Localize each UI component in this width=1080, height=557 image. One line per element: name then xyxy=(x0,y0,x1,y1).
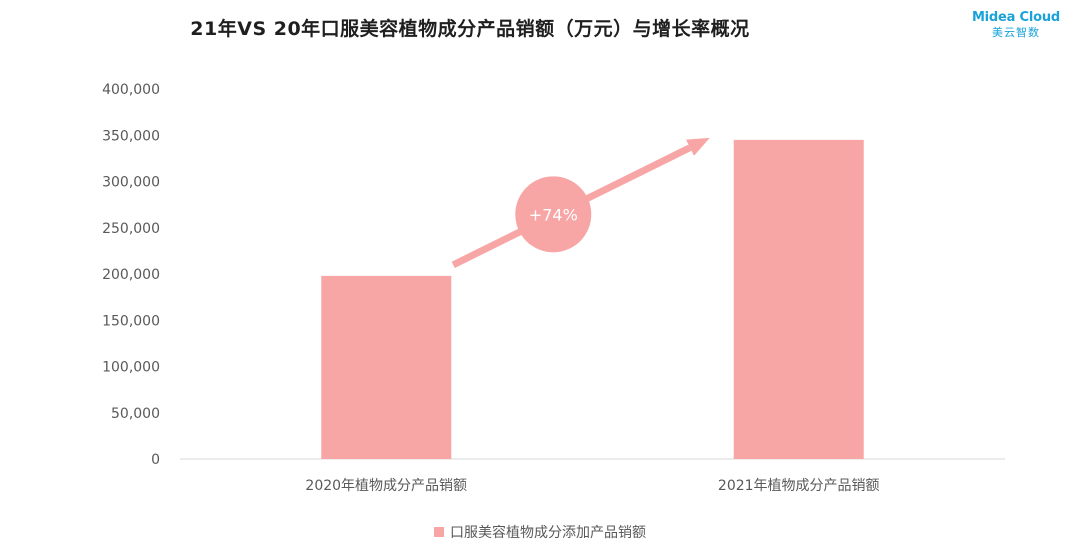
y-tick-label: 250,000 xyxy=(102,221,160,237)
growth-bubble xyxy=(515,176,592,253)
y-tick-label: 300,000 xyxy=(102,175,160,191)
legend-label: 口服美容植物成分添加产品销额 xyxy=(450,525,646,541)
y-tick-label: 400,000 xyxy=(102,82,160,98)
chart-legend: 口服美容植物成分添加产品销额 xyxy=(0,522,1080,542)
x-category-label: 2021年植物成分产品销额 xyxy=(718,478,880,494)
y-tick-label: 200,000 xyxy=(102,267,160,283)
y-tick-label: 350,000 xyxy=(102,128,160,144)
bar-1 xyxy=(321,275,452,459)
x-category-label: 2020年植物成分产品销额 xyxy=(305,478,467,494)
bar-chart: 0 50,000 100,000 150,000 200,000 250,000 300,0… xyxy=(102,82,1005,494)
brand-logo: Midea Cloud 美云智数 xyxy=(970,10,1062,40)
chart-title: 21年VS 20年口服美容植物成分产品销额（万元）与增长率概况 xyxy=(190,18,750,40)
y-tick-label: 0 xyxy=(151,452,160,468)
growth-arrow-head xyxy=(686,137,710,156)
legend-swatch xyxy=(434,527,444,537)
logo-brand-subtext: 美云智数 xyxy=(992,26,1040,39)
bar-2 xyxy=(733,139,864,459)
growth-rate-label: +74% xyxy=(529,205,578,224)
y-tick-label: 50,000 xyxy=(111,406,160,422)
logo-brand-text: Midea Cloud xyxy=(971,10,1061,25)
y-tick-label: 150,000 xyxy=(102,313,160,329)
y-tick-label: 100,000 xyxy=(102,360,160,376)
